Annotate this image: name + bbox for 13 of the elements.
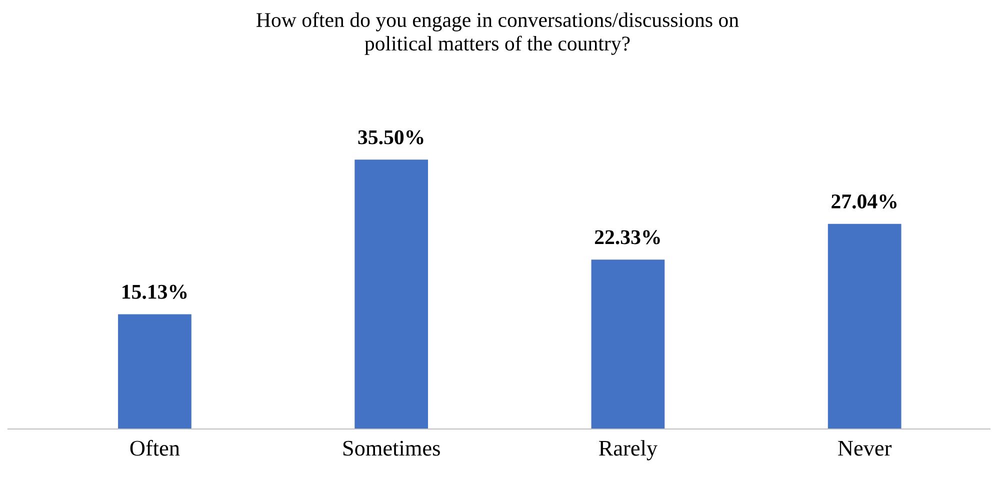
- x-tick-label: Often: [130, 440, 180, 456]
- data-label: 15.13%: [122, 284, 187, 299]
- data-label: 35.50%: [358, 130, 424, 144]
- x-tick-label: Never: [838, 440, 892, 456]
- x-tick-label: Sometimes: [343, 440, 440, 456]
- x-tick-label: Rarely: [598, 440, 658, 460]
- data-label: 27.04%: [832, 194, 896, 209]
- data-label: 22.33%: [594, 230, 660, 244]
- chart-title: How often do you engage in conversations/discussions on political matters of the country?: [256, 12, 739, 55]
- bar: [118, 314, 192, 429]
- bar: [354, 160, 428, 429]
- bar: [591, 260, 665, 429]
- bar: [828, 224, 902, 429]
